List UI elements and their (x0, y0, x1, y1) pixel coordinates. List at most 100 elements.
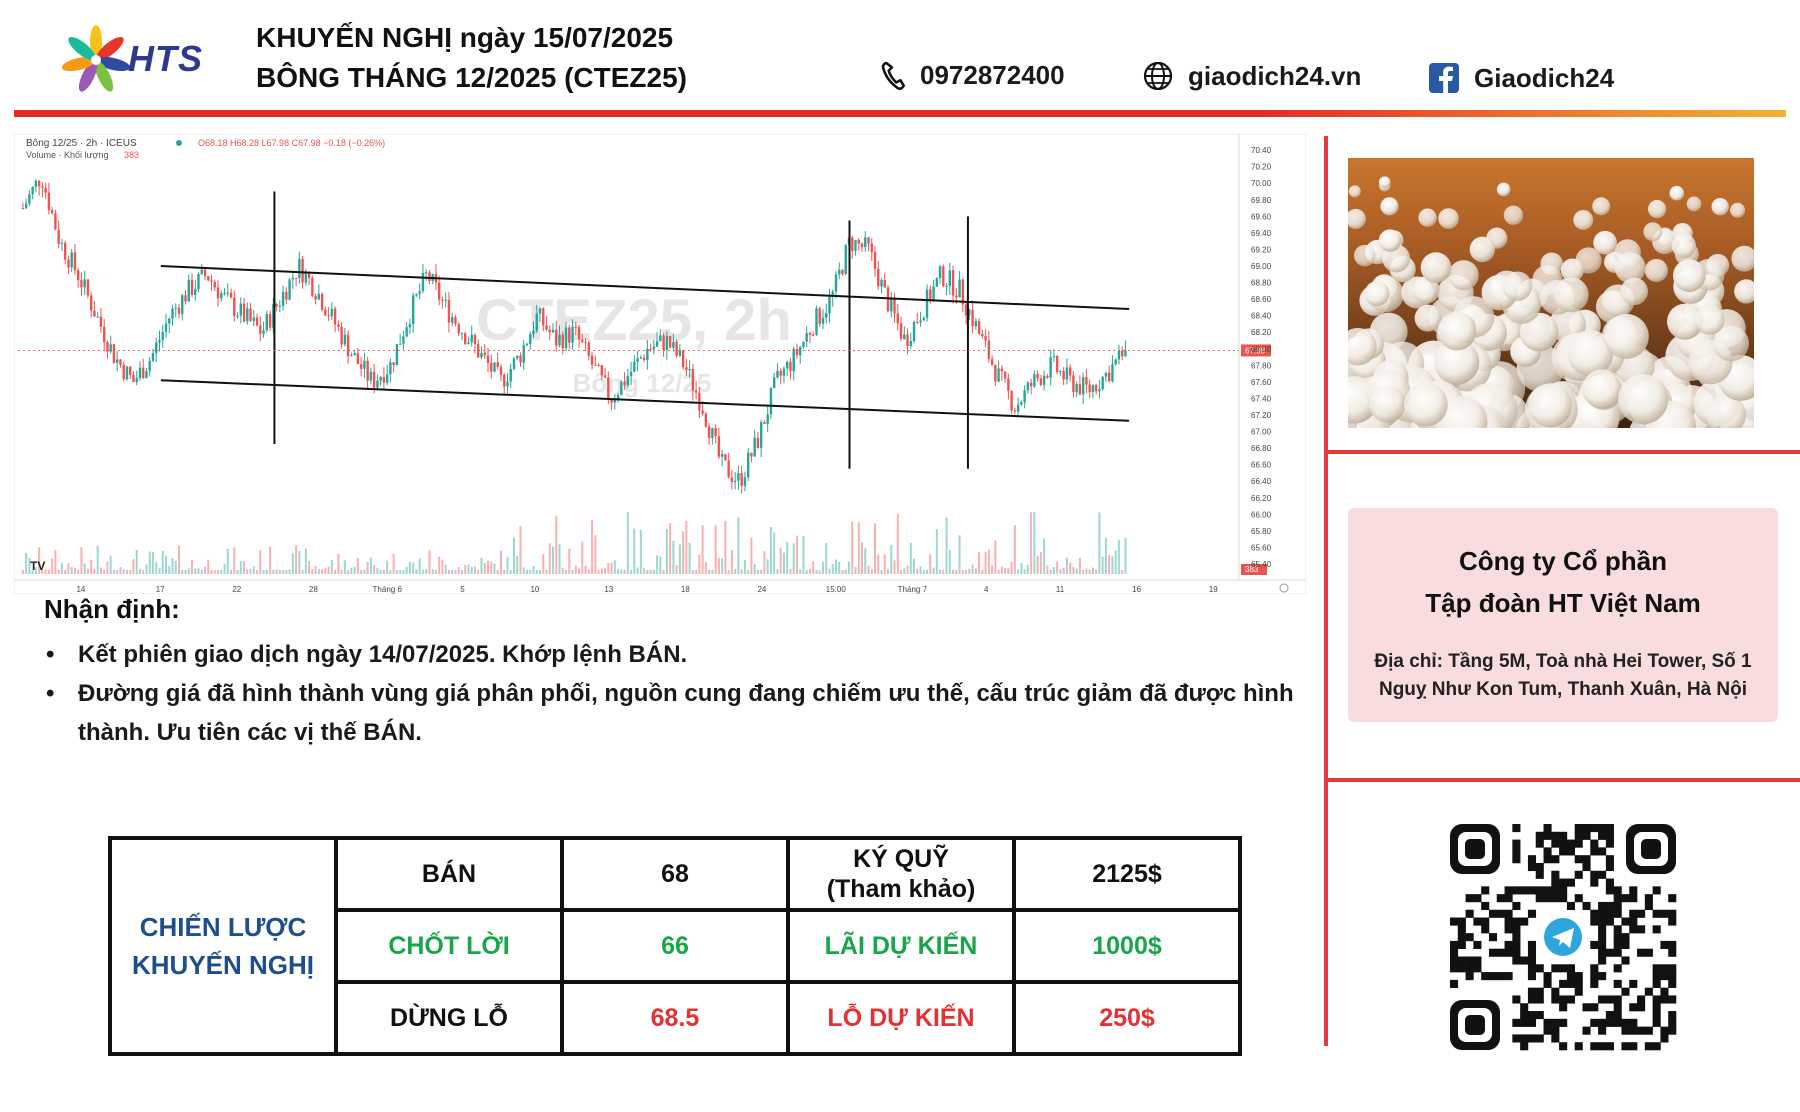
volume-bar (626, 512, 629, 574)
candle-body (1016, 404, 1020, 412)
qr-finder-top-right (1626, 824, 1676, 874)
analysis-bullet: Kết phiên giao dịch ngày 14/07/2025. Khớ… (46, 635, 1304, 674)
candle-body (213, 281, 216, 288)
settings-icon[interactable] (1279, 583, 1289, 593)
qr-module (1566, 901, 1575, 911)
candle-body (694, 390, 698, 393)
candle-body (864, 237, 867, 248)
phone-contact[interactable]: 0972872400 (880, 60, 1065, 91)
cotton-boll (1469, 236, 1496, 263)
volume-bar (734, 568, 737, 574)
qr-module (1590, 917, 1599, 926)
volume-bar (535, 569, 538, 574)
candle-body (929, 289, 932, 301)
company-address-line2: Nguỵ Như Kon Tum, Thanh Xuân, Hà Nội (1378, 679, 1748, 700)
qr-module (1527, 886, 1537, 895)
candle-body (1013, 410, 1017, 412)
action-cell: CHỐT LỜI (334, 908, 564, 984)
qr-module (1551, 878, 1560, 887)
volume-bar (672, 540, 675, 574)
candle-body (229, 292, 233, 298)
volume-bar (226, 548, 229, 574)
cotton-boll (1686, 196, 1702, 212)
candle-body (678, 350, 682, 356)
header: HTS KHUYẾN NGHỊ ngày 15/07/2025 BÔNG THÁ… (0, 0, 1800, 117)
qr-module (1457, 917, 1466, 926)
candle-body (125, 366, 129, 380)
candle-body (997, 368, 1000, 382)
candle-body (844, 245, 847, 275)
volume-bar (756, 569, 759, 574)
volume-bar (207, 559, 210, 574)
volume-bar (1121, 569, 1124, 574)
qr-module (1652, 964, 1661, 973)
telegram-qr-code[interactable] (1444, 818, 1682, 1056)
candle-body (54, 213, 57, 230)
volume-bar (1091, 567, 1094, 574)
company-address-line1: Địa chỉ: Tầng 5M, Toà nhà Hei Tower, Số … (1374, 651, 1752, 672)
candle-body (207, 276, 210, 281)
volume-bar (395, 569, 398, 574)
volume-bar (769, 526, 772, 574)
volume-legend: Volume · Khối lượng (26, 150, 108, 160)
candle-body (281, 291, 285, 306)
qr-module (1551, 870, 1560, 879)
facebook-link[interactable]: Giaodich24 (1428, 62, 1614, 94)
qr-module (1559, 894, 1568, 903)
candle-body (1042, 375, 1046, 385)
volume-bar (330, 559, 333, 574)
volume-bar (818, 569, 821, 574)
website-link[interactable]: giaodich24.vn (1142, 60, 1361, 92)
qr-module (1457, 956, 1466, 965)
volume-bar (714, 525, 717, 574)
qr-module (1559, 831, 1568, 840)
candle-body (1104, 372, 1108, 377)
candle-body (389, 362, 392, 375)
qr-module (1637, 1026, 1646, 1035)
qr-module (1527, 1018, 1537, 1027)
qr-module (1605, 901, 1614, 911)
volume-bar (51, 558, 54, 574)
candle-body (873, 252, 877, 269)
volume-bar (581, 541, 584, 574)
candle-body (545, 325, 548, 330)
qr-finder-bottom-left (1450, 1000, 1500, 1050)
candle-body (642, 357, 646, 361)
volume-bar (96, 545, 99, 574)
candle-body (249, 308, 252, 321)
candle-body (506, 381, 509, 387)
candle-body (555, 329, 558, 346)
qr-module (1590, 839, 1599, 848)
qr-module (1652, 979, 1661, 988)
candle-body (301, 259, 304, 283)
qr-module (1551, 987, 1560, 996)
volume-bar (291, 553, 294, 574)
candle-body (190, 279, 194, 295)
qr-module (1598, 972, 1607, 981)
qr-module (1574, 972, 1583, 981)
qr-module (1605, 862, 1614, 872)
volume-bar (1039, 552, 1042, 574)
volume-bar (125, 570, 128, 574)
qr-module (1551, 1018, 1560, 1027)
chart-frame (14, 134, 1306, 594)
candle-body (272, 304, 275, 328)
volume-bar (399, 569, 402, 574)
qr-module (1605, 1042, 1614, 1051)
volume-bar (571, 569, 574, 574)
volume-bar (239, 561, 242, 574)
candle-body (821, 317, 825, 324)
volume-bar (1065, 557, 1068, 574)
candle-body (291, 277, 295, 280)
candle-body (977, 321, 981, 334)
qr-module (1527, 862, 1537, 872)
candle-body (96, 316, 99, 318)
y-tick-label: 68.20 (1251, 328, 1272, 337)
candle-body (164, 323, 168, 332)
volume-bar (350, 567, 353, 574)
volume-bar (633, 528, 636, 574)
volume-tag: 383 (1245, 565, 1259, 574)
qr-module (1520, 956, 1529, 965)
header-divider (14, 110, 1786, 117)
volume-bar (968, 568, 971, 574)
